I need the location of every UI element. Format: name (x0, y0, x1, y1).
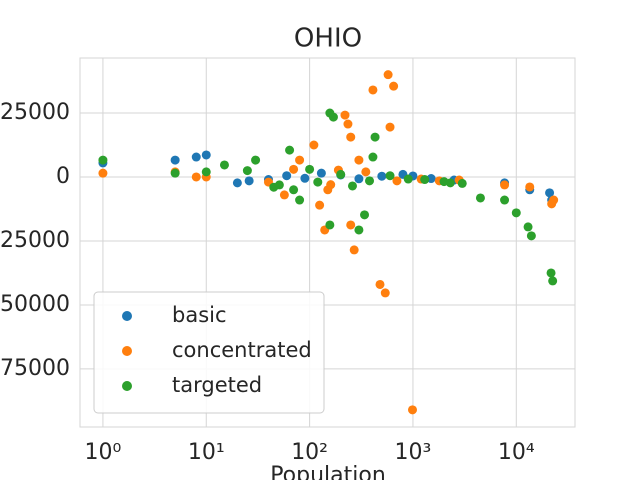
point (285, 145, 295, 155)
point (219, 160, 229, 170)
point (251, 155, 261, 165)
chart-title: OHIO (294, 24, 362, 54)
x-tick-label: 10¹ (188, 440, 225, 465)
x-tick-label: 10⁰ (85, 440, 122, 465)
point (547, 199, 557, 209)
x-axis-label: Population (270, 463, 386, 480)
point (170, 155, 180, 165)
point (383, 70, 393, 80)
point (389, 81, 399, 91)
legend-box (93, 291, 325, 414)
point (375, 279, 385, 289)
plot-frame (79, 57, 576, 428)
point (354, 225, 364, 235)
point (191, 152, 201, 162)
series (98, 150, 557, 205)
point (98, 168, 108, 178)
point (201, 150, 211, 160)
point (380, 288, 390, 298)
point (354, 155, 364, 165)
point (377, 171, 387, 181)
point (354, 174, 364, 184)
point (526, 231, 536, 241)
legend-marker (122, 346, 132, 356)
point (316, 168, 326, 178)
point (305, 164, 315, 174)
point (407, 405, 417, 415)
y-tick-label: −50000 (0, 292, 70, 317)
point (545, 188, 555, 198)
point (525, 182, 535, 192)
point (328, 112, 338, 122)
series (98, 108, 558, 286)
point (420, 175, 430, 185)
point (346, 132, 356, 142)
point (385, 122, 395, 132)
point (346, 220, 356, 230)
x-tick-label: 10³ (395, 440, 432, 465)
point (242, 166, 252, 176)
point (282, 171, 292, 181)
point (300, 173, 310, 183)
y-tick-label: −25000 (0, 228, 70, 253)
point (295, 155, 305, 165)
point (365, 176, 375, 186)
point (289, 185, 299, 195)
legend-marker (122, 311, 132, 321)
point (511, 208, 521, 218)
point (500, 180, 510, 190)
point (315, 200, 325, 210)
point (309, 140, 319, 150)
point (546, 268, 556, 278)
point (403, 174, 413, 184)
point (336, 169, 346, 179)
point (244, 176, 254, 186)
point (368, 85, 378, 95)
point (325, 220, 335, 230)
point (457, 178, 467, 188)
point (475, 193, 485, 203)
point (98, 155, 108, 165)
y-tick-label: −75000 (0, 356, 70, 381)
point (289, 164, 299, 174)
x-tick-label: 10⁴ (498, 440, 535, 465)
point (326, 180, 336, 190)
point (349, 245, 359, 255)
point (368, 152, 378, 162)
point (392, 176, 402, 186)
y-tick-label: 0 (56, 164, 70, 189)
point (361, 167, 371, 177)
point (279, 190, 289, 200)
point (385, 171, 395, 181)
point (347, 181, 357, 191)
legend-label: basic (172, 303, 227, 327)
point (523, 222, 533, 232)
x-tick-label: 10² (291, 440, 328, 465)
point (295, 195, 305, 205)
point (340, 110, 350, 120)
point (269, 182, 279, 192)
point (343, 119, 353, 129)
series (98, 70, 559, 415)
point (548, 276, 558, 286)
point (370, 132, 380, 142)
point (500, 195, 510, 205)
legend-label: targeted (172, 373, 262, 397)
legend-marker (122, 381, 132, 391)
point (313, 177, 323, 187)
legend-label: concentrated (172, 338, 312, 362)
y-tick-label: 25000 (0, 100, 70, 125)
point (201, 167, 211, 177)
point (232, 178, 242, 188)
point (170, 168, 180, 178)
point (439, 177, 449, 187)
point (191, 172, 201, 182)
point (360, 210, 370, 220)
